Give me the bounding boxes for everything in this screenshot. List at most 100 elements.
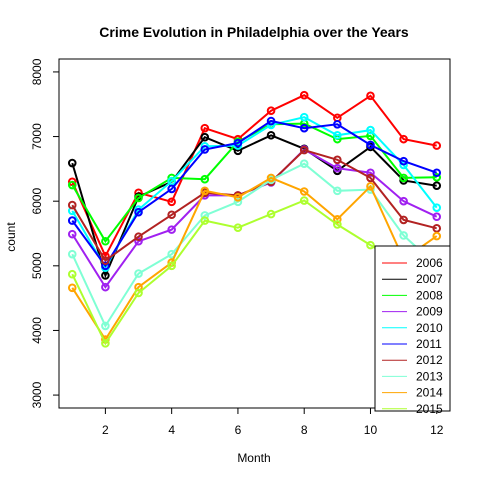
legend-box [374,245,451,412]
data-point [167,210,176,220]
data-point [233,197,243,207]
data-point [101,271,110,280]
data-point [366,173,375,183]
y-tick-label: 5000 [30,252,44,279]
data-point [200,174,210,184]
data-point [134,236,143,246]
data-point [333,220,342,229]
data-point [200,123,210,133]
data-point [299,145,309,155]
data-point [333,155,342,165]
data-point [333,186,342,196]
y-tick-label: 7000 [30,123,44,150]
legend-label: 2013 [416,369,443,383]
x-axis: 2 4 6 8 10 12 [102,407,444,437]
data-point [167,261,176,271]
series-line [71,176,438,342]
data-point [101,236,110,246]
x-axis-label: Month [237,451,270,465]
x-tick-label: 4 [168,423,175,437]
series-2006 [67,90,442,261]
data-point [366,91,375,101]
data-point [266,106,276,116]
y-axis-label: count [4,222,18,252]
y-tick-label: 6000 [30,188,44,215]
legend-label: 2015 [416,402,443,416]
data-point [167,176,176,186]
legend-label: 2007 [416,272,443,286]
data-point [67,180,77,190]
data-point [432,212,442,221]
data-point [101,256,110,265]
data-point [333,163,342,173]
data-point [233,223,243,232]
data-point [399,215,408,225]
data-point [167,197,176,207]
data-point [167,225,176,234]
data-point [233,146,243,156]
legend-label: 2006 [416,256,443,270]
data-point [134,269,143,278]
data-point [134,232,143,242]
x-tick-label: 6 [235,423,242,437]
data-point [366,240,375,250]
x-tick-label: 10 [364,423,378,437]
data-point [333,130,342,140]
data-point [366,182,375,191]
data-point [432,181,442,190]
data-point [134,193,143,203]
legend-label: 2012 [416,353,443,367]
data-point [67,216,77,225]
data-point [101,261,110,271]
data-point [333,119,342,129]
data-point [333,214,342,224]
data-point [299,187,309,196]
series-2008 [67,119,442,246]
data-point [101,282,110,292]
data-point [399,156,408,166]
data-point [299,123,309,133]
data-point [233,138,243,148]
data-point [134,207,143,217]
legend-label: 2011 [416,337,442,351]
data-point [200,186,210,196]
data-point [432,203,442,212]
y-tick-label: 8000 [30,58,44,85]
data-point [399,134,408,144]
x-tick-label: 2 [102,423,109,437]
legend: 2006 2007 2008 2009 2010 2011 2012 2013 2014 2015 [374,245,451,416]
data-point [432,141,442,150]
legend-label: 2008 [416,288,443,302]
data-point [200,145,210,154]
data-point [432,168,442,178]
data-point [432,231,442,241]
data-point [167,184,176,194]
y-tick-label: 3000 [30,381,44,408]
legend-label: 2014 [416,386,443,400]
data-point [299,196,309,205]
data-point [399,231,408,240]
data-point [67,158,77,168]
data-point [101,321,110,331]
chart-title: Crime Evolution in Philadelphia over the… [99,24,409,40]
y-axis: 3000 4000 5000 6000 7000 8000 [30,58,59,408]
data-point [200,132,210,142]
data-point [366,125,375,135]
data-point [134,288,143,298]
data-point [366,140,375,150]
x-tick-label: 8 [301,423,308,437]
legend-label: 2009 [416,305,443,319]
data-point [233,193,243,202]
data-point [432,172,442,182]
data-point [266,209,276,219]
data-point [399,173,408,183]
data-point [200,216,210,225]
data-point [299,90,309,100]
series-2011 [67,116,442,271]
data-point [266,130,276,140]
data-point [299,112,309,122]
data-point [67,269,77,279]
data-point [67,283,77,293]
